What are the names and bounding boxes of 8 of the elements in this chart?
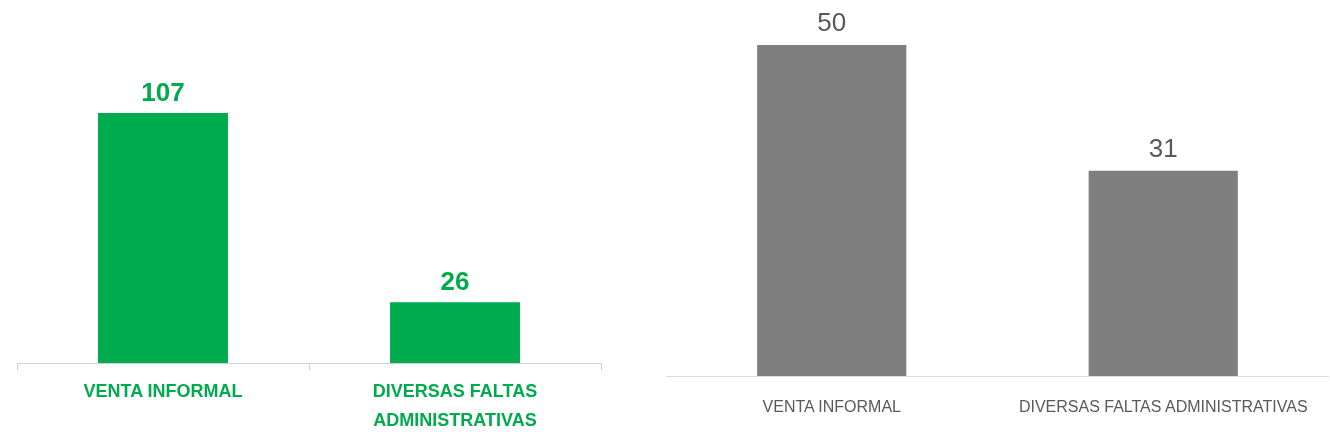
data-label: 107 bbox=[141, 77, 185, 107]
x-tick-label: DIVERSAS FALTAS ADMINISTRATIVAS bbox=[1018, 398, 1308, 416]
data-label: 31 bbox=[1148, 132, 1178, 163]
x-tick-label: VENTA INFORMAL bbox=[83, 381, 243, 402]
data-label: 50 bbox=[817, 7, 847, 37]
data-label: 26 bbox=[440, 266, 470, 297]
x-tick-label: VENTA INFORMAL bbox=[762, 398, 902, 416]
x-tick-label: DIVERSAS FALTAS ADMINISTRATIVAS bbox=[372, 381, 538, 431]
